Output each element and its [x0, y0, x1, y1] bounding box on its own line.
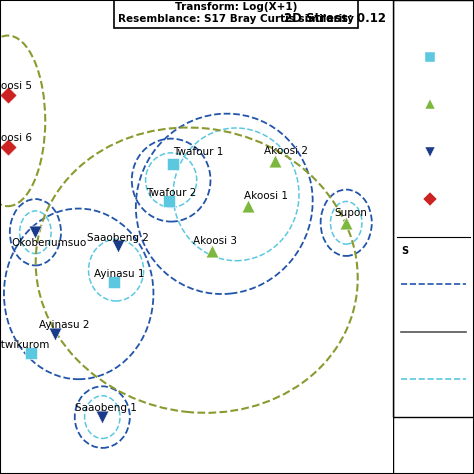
Text: Twafour 1: Twafour 1: [173, 147, 223, 157]
Point: [209, 247, 216, 255]
Text: Okobenumsuo: Okobenumsuo: [12, 238, 87, 248]
Text: Akoosi 1: Akoosi 1: [244, 191, 288, 201]
Text: Ayinasu 2: Ayinasu 2: [39, 320, 90, 330]
Point: [27, 349, 35, 357]
Point: [114, 243, 122, 250]
Text: Ayinasu 1: Ayinasu 1: [94, 269, 145, 279]
Text: Akoosi 3: Akoosi 3: [193, 237, 237, 246]
Point: [4, 143, 12, 151]
Text: Antwikurom: Antwikurom: [0, 340, 51, 350]
Text: Saaobeng 2: Saaobeng 2: [87, 233, 148, 243]
Point: [165, 198, 173, 205]
Text: Akoosi 2: Akoosi 2: [264, 146, 308, 156]
Text: S: S: [401, 246, 409, 256]
Point: [272, 157, 279, 165]
Text: Transform: Log(X+1)
Resemblance: S17 Bray Curtis similarity: Transform: Log(X+1) Resemblance: S17 Bra…: [118, 2, 354, 24]
Text: Supon: Supon: [334, 208, 367, 218]
Text: 2D Stress: 0.12: 2D Stress: 0.12: [283, 12, 385, 25]
Point: [4, 91, 12, 99]
Point: [169, 160, 177, 167]
Text: Twafour 2: Twafour 2: [146, 188, 196, 198]
Point: [99, 413, 106, 421]
Text: Akoosi 6: Akoosi 6: [0, 133, 32, 143]
Point: [110, 278, 118, 286]
Point: [51, 330, 59, 338]
Point: [32, 228, 39, 236]
Text: Akoosi 5: Akoosi 5: [0, 81, 32, 91]
Text: Saaobeng 1: Saaobeng 1: [75, 403, 137, 413]
Point: [244, 202, 252, 210]
Point: [342, 219, 350, 227]
